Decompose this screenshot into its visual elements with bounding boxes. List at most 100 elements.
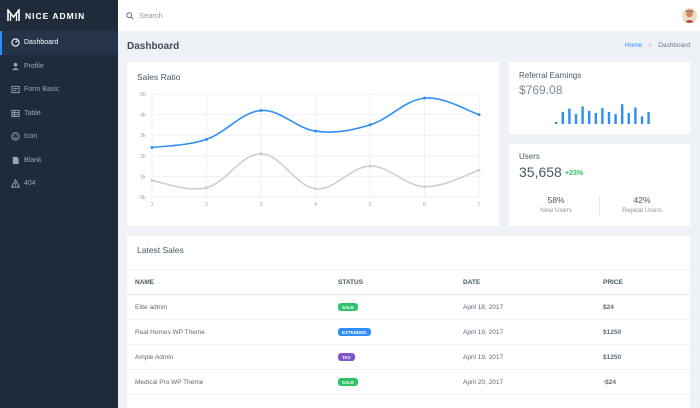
logo-icon (7, 9, 20, 21)
x-tick-label: 2 (205, 202, 208, 208)
data-point (259, 152, 263, 156)
blank-page-icon (10, 155, 20, 165)
sparkline-bar (594, 113, 597, 124)
sidebar-item-label: 404 (24, 180, 36, 188)
data-point (205, 186, 208, 190)
sidebar-item-icon[interactable]: Icon (0, 125, 118, 149)
referral-amount: $769.08 (519, 83, 563, 97)
sale-date: April 18, 2017 (463, 294, 603, 320)
y-tick-label: 2k (140, 154, 146, 160)
latest-sales-card: Latest Sales NAME STATUS DATE PRICE Elit… (127, 236, 690, 408)
data-point (150, 179, 154, 183)
status-badge: SALE (338, 303, 359, 311)
avatar[interactable] (682, 8, 697, 23)
sparkline-bar (621, 104, 624, 124)
sparkline-bar (601, 108, 604, 124)
y-tick-label: 5k (140, 92, 146, 98)
users-divider (599, 195, 600, 217)
sparkline-bar (634, 107, 637, 124)
sale-price: $1250 (603, 344, 690, 370)
breadcrumb: Home > Dashboard (625, 42, 690, 49)
sparkline-bar (627, 113, 630, 124)
table-row[interactable]: Medical Pro WP Theme Sale April 20, 2017 -$… (127, 369, 690, 395)
column-header-status[interactable]: STATUS (338, 269, 463, 295)
column-header-name[interactable]: NAME (127, 269, 338, 295)
latest-sales-title: Latest Sales (137, 245, 184, 255)
breadcrumb-current: Dashboard (658, 42, 690, 49)
sidebar: NICE ADMIN Dashboard Profile Form Basic Tab… (0, 0, 118, 408)
table-row[interactable]: Real Homes WP Theme EXTENDED April 19, 201… (127, 319, 690, 345)
sparkline-bar (640, 116, 644, 124)
search-icon[interactable] (126, 11, 134, 20)
brand-name: NICE ADMIN (25, 10, 86, 21)
new-users-stat: 58% New Users (516, 195, 596, 214)
sparkline-bar (581, 106, 584, 124)
warning-icon (10, 179, 20, 189)
x-tick-label: 6 (423, 202, 426, 208)
sale-price: -$24 (603, 369, 690, 395)
sale-date: April 19, 2017 (463, 319, 603, 345)
topbar (118, 0, 700, 31)
data-point (368, 164, 372, 168)
sale-date: April 19, 2017 (463, 344, 603, 370)
sale-price: $1250 (603, 319, 690, 345)
latest-sales-table: NAME STATUS DATE PRICE Elite admin SALE Ap… (127, 269, 690, 395)
status-cell: Tax (338, 344, 463, 370)
sparkline-bar (555, 121, 558, 124)
sale-price: $24 (603, 294, 690, 320)
breadcrumb-separator: > (648, 42, 653, 49)
logo[interactable]: NICE ADMIN (0, 0, 118, 31)
table-header-row: NAME STATUS DATE PRICE (127, 269, 690, 295)
sidebar-item-table[interactable]: Table (0, 102, 118, 126)
sparkline-bar (607, 111, 611, 124)
data-point (477, 168, 481, 172)
table-icon (10, 108, 20, 118)
sidebar-item-form-basic[interactable]: Form Basic (0, 78, 118, 102)
product-name: Elite admin (127, 294, 338, 320)
users-count: 35,658 (519, 164, 562, 180)
user-icon (10, 61, 20, 71)
product-name: Real Homes WP Theme (127, 319, 338, 345)
sidebar-item-profile[interactable]: Profile (0, 55, 118, 79)
status-badge: EXTENDED (338, 328, 371, 336)
status-cell: Sale (338, 369, 463, 395)
sidebar-item-label: Dashboard (24, 39, 59, 47)
form-icon (10, 85, 20, 95)
column-header-date[interactable]: DATE (463, 269, 603, 295)
sparkline-bar (568, 108, 571, 124)
user-avatar-image (682, 8, 697, 23)
table-row[interactable]: Ample Admin Tax April 19, 2017 $1250 (127, 344, 690, 370)
sidebar-item-404[interactable]: 404 (0, 172, 118, 196)
x-tick-label: 5 (368, 202, 371, 208)
sidebar-nav: Dashboard Profile Form Basic Table Icon Blank… (0, 31, 118, 196)
search-input[interactable] (139, 11, 339, 20)
sales-ratio-chart: 0k 1k 2k 3k 4k 5k 1 2 3 4 5 6 7 (140, 92, 481, 208)
column-header-price[interactable]: PRICE (603, 269, 690, 295)
referral-earnings-card: Referral Earnings $769.08 (509, 62, 690, 134)
x-tick-label: 7 (477, 202, 480, 208)
sales-ratio-title: Sales Ratio (137, 72, 181, 82)
page-title: Dashboard (127, 41, 180, 52)
new-users-label: New Users (540, 207, 572, 214)
referral-bar-sparkline (555, 104, 650, 124)
repeat-users-pct: 42% (633, 195, 651, 205)
data-point (423, 185, 426, 189)
table-row[interactable]: Elite admin SALE April 18, 2017 $24 (127, 294, 690, 320)
sidebar-item-dashboard[interactable]: Dashboard (0, 31, 118, 55)
data-point (477, 113, 481, 117)
x-tick-label: 4 (314, 202, 317, 208)
users-growth: +23% (565, 170, 584, 177)
y-tick-label: 0k (140, 195, 146, 201)
repeat-users-label: Repeat Users (622, 207, 662, 214)
product-name: Ample Admin (127, 344, 338, 370)
repeat-users-stat: 42% Repeat Users (602, 195, 682, 214)
product-name: Medical Pro WP Theme (127, 369, 338, 395)
referral-title: Referral Earnings (519, 71, 582, 80)
sale-date: April 20, 2017 (463, 369, 603, 395)
sidebar-item-blank[interactable]: Blank (0, 149, 118, 173)
sidebar-item-label: Icon (24, 133, 38, 141)
x-tick-label: 3 (259, 202, 262, 208)
data-point (314, 129, 317, 133)
breadcrumb-home[interactable]: Home (625, 42, 643, 49)
data-point (314, 187, 317, 191)
